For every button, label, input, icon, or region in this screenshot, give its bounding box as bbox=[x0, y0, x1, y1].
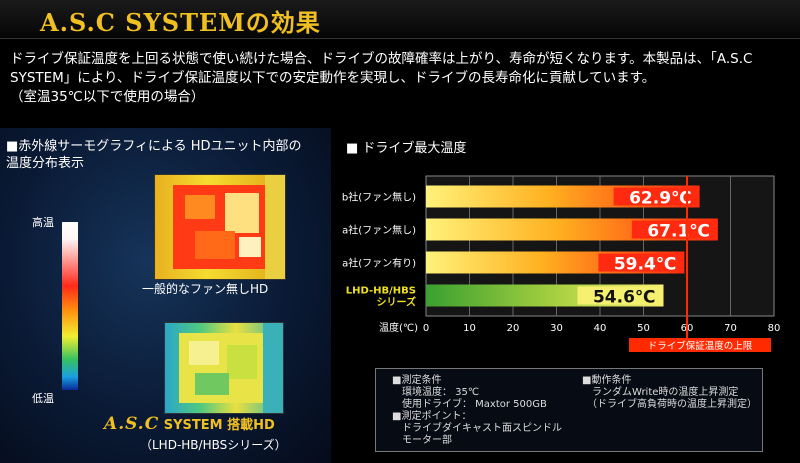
category-label: a社(ファン有り) bbox=[342, 257, 416, 270]
category-label: a社(ファン無し) bbox=[342, 224, 416, 237]
bar-value-tab bbox=[577, 286, 662, 305]
x-tick-label: 10 bbox=[463, 323, 476, 334]
thermography-panel: ■赤外線サーモグラフィによる HDユニット内部の 温度分布表示 高温 低温 一般… bbox=[0, 128, 331, 463]
asc-logo-text: SYSTEM 搭載HD bbox=[163, 418, 275, 433]
note-line: ■測定ポイント： bbox=[392, 411, 472, 422]
note-line: ■測定条件 bbox=[392, 375, 442, 386]
category-label: b社(ファン無し) bbox=[342, 191, 416, 204]
thermography-title-line-2: 温度分布表示 bbox=[6, 156, 85, 171]
caption-fanless-hd: 一般的なファン無しHD bbox=[142, 282, 269, 296]
note-line: ランダムWrite時の温度上昇測定 bbox=[582, 387, 739, 398]
page-title: A.S.C SYSTEMの効果 bbox=[40, 8, 321, 37]
bar-value-label: 59.4℃ bbox=[614, 255, 677, 275]
intro-text: ドライブ保証温度を上回る状態で使い続けた場合、ドライブの故障確率は上がり、寿命が… bbox=[10, 50, 790, 107]
note-line: モーター部 bbox=[392, 435, 452, 446]
bar-value-tab bbox=[598, 253, 683, 272]
header-bar: A.S.C SYSTEMの効果 bbox=[0, 0, 800, 39]
intro-line-1: ドライブ保証温度を上回る状態で使い続けた場合、ドライブの故障確率は上がり、寿命が… bbox=[10, 51, 753, 67]
reference-label: ドライブ保証温度の上限 bbox=[648, 340, 753, 352]
chart-title: ■ ドライブ最大温度 bbox=[346, 141, 467, 156]
intro-line-3: （室温35℃以下で使用の場合） bbox=[10, 89, 205, 105]
scale-low-label: 低温 bbox=[32, 392, 54, 405]
thermography-image-asc bbox=[164, 322, 284, 414]
temperature-scale-bar bbox=[62, 222, 78, 390]
bar-value-label: 54.6℃ bbox=[593, 288, 656, 308]
x-tick-label: 70 bbox=[724, 323, 737, 334]
note-line: 環境温度： 35℃ bbox=[392, 387, 480, 398]
x-tick-label: 0 bbox=[423, 323, 429, 334]
bar-value-label: 67.1℃ bbox=[647, 222, 710, 242]
max-temperature-chart: 01020304050607080温度(℃)62.9℃b社(ファン無し)67.1… bbox=[342, 175, 781, 352]
intro-line-2: SYSTEM」により、ドライブ保証温度以下での安定動作を実現し、ドライブの長寿命… bbox=[10, 70, 656, 86]
reference-label-box bbox=[629, 338, 771, 352]
caption-lhd-series: （LHD-HB/HBSシリーズ） bbox=[140, 438, 287, 452]
thermography-title: ■赤外線サーモグラフィによる HDユニット内部の 温度分布表示 bbox=[6, 138, 326, 172]
bar-value-tab bbox=[631, 220, 716, 239]
category-label: LHD-HB/HBS bbox=[346, 286, 416, 297]
x-tick-label: 30 bbox=[550, 323, 563, 334]
x-axis-label: 温度(℃) bbox=[379, 321, 418, 334]
asc-system-logo: A.S.C SYSTEM 搭載HD bbox=[104, 414, 275, 434]
measurement-notes: ■測定条件 環境温度： 35℃ 使用ドライブ： Maxtor 500GB ■測定ポ… bbox=[375, 368, 763, 452]
note-line: ■動作条件 bbox=[582, 375, 632, 386]
note-line: （ドライブ高負荷時の温度上昇測定） bbox=[582, 399, 757, 410]
x-tick-label: 40 bbox=[594, 323, 607, 334]
bar-value-label: 62.9℃ bbox=[629, 189, 692, 209]
x-tick-label: 50 bbox=[637, 323, 650, 334]
thermography-image-fanless bbox=[154, 174, 286, 280]
note-line: 使用ドライブ： Maxtor 500GB bbox=[392, 399, 547, 410]
bar-value-tab bbox=[613, 187, 698, 206]
x-tick-label: 20 bbox=[507, 323, 520, 334]
thermography-title-line-1: ■赤外線サーモグラフィによる HDユニット内部の bbox=[6, 139, 302, 154]
note-line: ドライブダイキャスト面スピンドル bbox=[392, 423, 562, 434]
x-tick-label: 80 bbox=[768, 323, 781, 334]
max-temperature-panel: ■ ドライブ最大温度 01020304050607080温度(℃)62.9℃b社… bbox=[332, 128, 800, 463]
scale-high-label: 高温 bbox=[32, 216, 54, 229]
category-label: シリーズ bbox=[377, 296, 417, 309]
asc-logo-mark: A.S.C bbox=[104, 414, 160, 434]
